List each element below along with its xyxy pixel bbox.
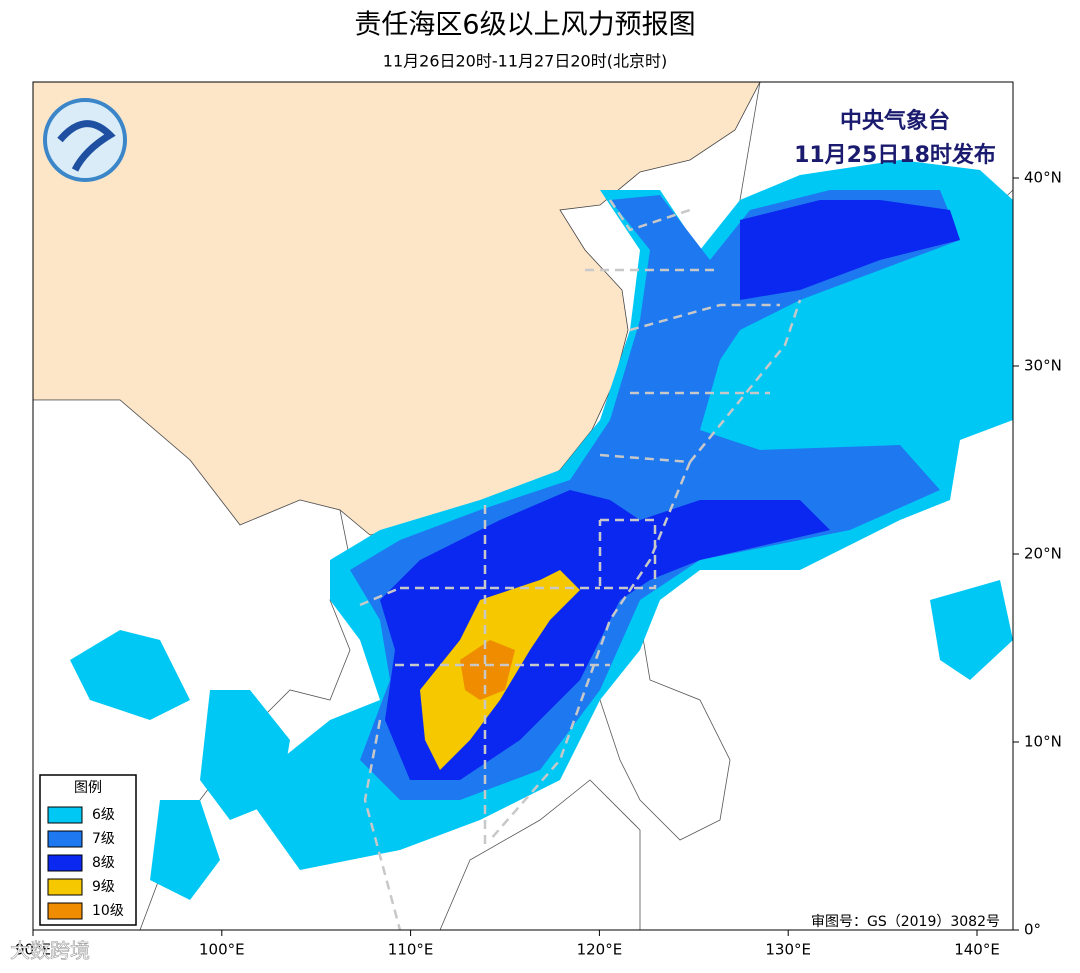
legend-title: 图例 — [74, 780, 102, 796]
lon-tick-label: 130°E — [765, 941, 811, 959]
approval-number: 审图号：GS（2019）3082号 — [811, 914, 1000, 930]
legend-swatch — [47, 902, 83, 920]
wind-area — [70, 630, 190, 720]
legend-swatch — [47, 806, 83, 824]
logo-mark — [57, 120, 116, 172]
agency: 中央气象台 — [840, 108, 950, 134]
map-area — [33, 82, 1013, 930]
lon-tick-label: 140°E — [954, 941, 1000, 959]
title: 责任海区6级以上风力预报图 — [354, 10, 695, 41]
legend-swatch — [47, 878, 83, 896]
lat-tick-label: 10°N — [1024, 733, 1062, 751]
logo — [43, 98, 127, 182]
legend-box — [39, 774, 137, 926]
lat-tick-label: 30°N — [1024, 357, 1062, 375]
philippines-land — [599, 599, 731, 841]
wind-area — [200, 690, 290, 820]
axis-ticks: 90°E 100°E 110°E 120°E 130°E 140°E 0° 10°N 20°N 3… — [15, 169, 1062, 959]
legend-swatch — [47, 854, 83, 872]
legend-label: 10级 — [92, 903, 124, 919]
wind-area — [460, 640, 515, 700]
lat-tick-label: 40°N — [1024, 169, 1062, 187]
lat-tick-label: 20°N — [1024, 545, 1062, 563]
subtitle: 11月26日20时-11月27日20时(北京时) — [383, 52, 667, 71]
lon-tick-label: 90°E — [15, 941, 51, 959]
borneo-land — [439, 779, 641, 930]
lon-tick-label: 110°E — [388, 941, 434, 959]
lon-tick-label: 100°E — [199, 941, 245, 959]
wind-area — [930, 580, 1013, 680]
legend-label: 9级 — [92, 879, 115, 895]
legend-label: 6级 — [92, 807, 115, 823]
legend: 图例 6级 7级 8级 9级 10级 — [39, 774, 137, 926]
zone-lines — [359, 199, 802, 930]
wind-area — [150, 800, 220, 900]
wind-area — [740, 200, 960, 300]
wind-areas — [70, 160, 1013, 900]
lon-tick-label: 120°E — [577, 941, 623, 959]
issued-time: 11月25日18时发布 — [794, 142, 996, 168]
watermark: 大数跨境 — [10, 939, 90, 963]
map-frame — [32, 81, 1014, 931]
legend-label: 7级 — [92, 831, 115, 847]
lat-tick-label: 0° — [1024, 921, 1041, 939]
legend-label: 8级 — [92, 855, 115, 871]
legend-swatch — [47, 830, 83, 848]
